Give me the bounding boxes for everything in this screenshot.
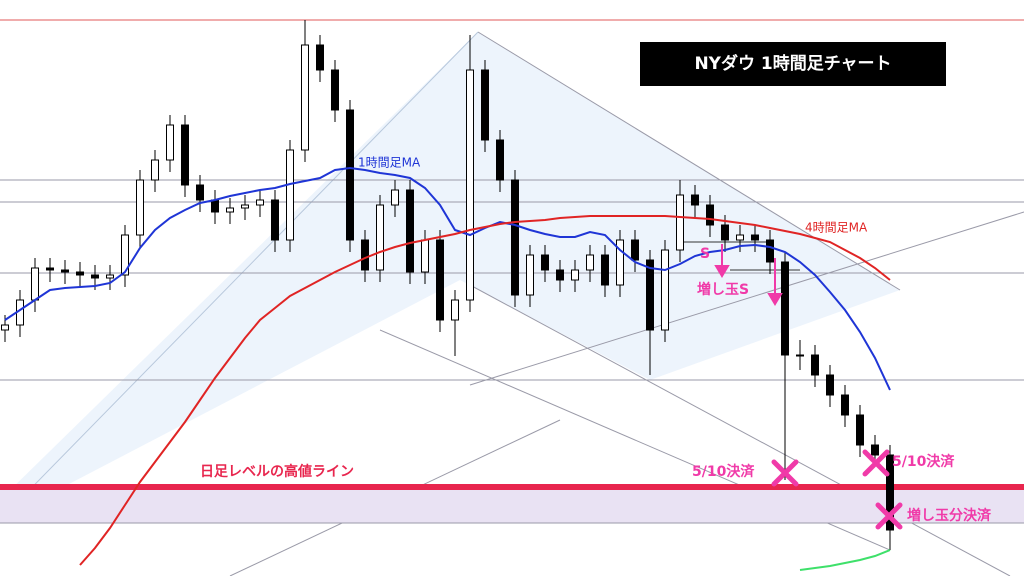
candle-body [886,454,894,531]
candle-body [556,269,564,281]
candle-body [496,139,504,181]
cross [771,459,799,487]
candle-body [181,124,189,186]
candle-body [661,249,669,331]
candle-body [331,69,339,111]
candle-body [376,204,384,271]
candle-body [511,179,519,296]
candle-body [301,44,309,151]
channel-shade [0,32,900,520]
trend-line [469,211,1024,386]
candle-body [196,184,204,201]
candle-body [616,239,624,286]
arrow-head [767,293,783,306]
candle-body [796,354,804,357]
annotation: 5/10決済 [892,453,955,470]
annotation: 増し玉S [697,281,749,298]
candle-body [421,239,429,273]
candle-body [736,234,744,241]
candle-body [46,267,54,271]
candle-body [811,354,819,376]
title-box [640,42,946,86]
annotation: 4時間足MA [805,221,868,235]
candle-body [721,224,729,241]
candle-body [271,199,279,241]
candle-body [61,269,69,273]
candle-body [76,271,84,276]
candle-body [586,254,594,271]
candle-body [151,159,159,181]
ma-line [799,549,891,571]
cross [862,449,890,477]
candle-body [601,254,609,286]
candle-body [751,234,759,241]
candle-body [466,69,474,301]
ma-line [4,166,891,391]
candle-body [1,324,9,331]
background-shapes [0,31,1024,576]
trend-line [469,284,1011,576]
candle-body [226,207,234,213]
cross [875,502,903,530]
candle-body [166,124,174,161]
annotation: S [700,246,710,262]
candle-body [136,179,144,236]
chart-title: NYダウ 1時間足チャート [694,53,891,74]
annotation: 増し玉分決済 [907,507,992,524]
trend-line [477,31,901,291]
ma-line [79,215,891,566]
candle-body [481,69,489,141]
arrows [714,244,783,306]
candle-body [406,189,414,273]
candle-body [856,414,864,446]
candle-body [541,254,549,271]
candle-body [826,374,834,396]
annotations: 1時間足MA 4時間足MA S 増し玉S 日足レベルの高値ライン 5/10決済 … [200,156,992,530]
candle-body [631,239,639,261]
level-band [0,487,1024,523]
candle-body [211,199,219,213]
ma-lines [4,166,891,571]
candle-body [106,274,114,279]
candle-body [526,254,534,296]
candle-body [766,239,774,263]
candle-body [871,444,879,456]
candle-body [571,269,579,281]
candle-body [391,189,399,206]
candle-body [646,259,654,331]
annotation: 5/10決済 [692,463,755,480]
candle-body [316,44,324,71]
candle-body [256,199,264,206]
candle-body [841,394,849,416]
candle-body [31,267,39,301]
candle-body [121,234,129,276]
annotation: 日足レベルの高値ライン [200,463,354,480]
candle-body [781,261,789,356]
candle-body [451,299,459,321]
candle-body [706,204,714,226]
arrow-head [714,265,730,278]
cross-marks [771,449,903,530]
candle-body [241,204,249,209]
candle-body [436,239,444,321]
candle-body [91,274,99,279]
candle-body [676,194,684,251]
candle-body [361,239,369,271]
candle-body [691,194,699,206]
trend-line [0,31,479,521]
candle-body [286,149,294,241]
annotation: 1時間足MA [358,156,421,170]
candle-body [346,109,354,241]
candles [1,20,894,550]
